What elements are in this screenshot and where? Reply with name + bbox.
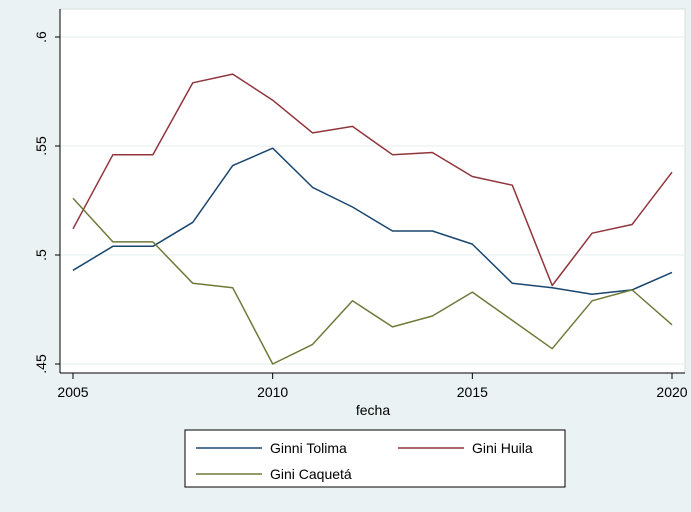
x-tick-label: 2020 xyxy=(656,384,687,400)
legend-box xyxy=(184,429,566,488)
series-line-0 xyxy=(72,147,673,295)
x-tick-label: 2015 xyxy=(457,384,488,400)
y-tick-label: .55 xyxy=(33,136,49,156)
axes: .45 .5 .55 .6 2005 2010 2015 2020 xyxy=(33,9,688,400)
legend-label-1: Gini Huila xyxy=(472,440,533,456)
legend-label-0: Ginni Tolima xyxy=(270,440,347,456)
x-tick-label: 2005 xyxy=(57,384,88,400)
data-series xyxy=(72,73,673,365)
y-tick-label: .5 xyxy=(33,249,49,261)
series-line-1 xyxy=(72,73,673,287)
x-tick-label: 2010 xyxy=(257,384,288,400)
y-tick-label: .6 xyxy=(33,31,49,43)
series-line-2 xyxy=(72,197,673,365)
legend-label-2: Gini Caquetá xyxy=(270,466,352,482)
legend: Ginni Tolima Gini Huila Gini Caquetá xyxy=(184,429,566,488)
plot-area xyxy=(59,8,686,374)
x-axis-label: fecha xyxy=(356,402,390,418)
y-tick-label: .45 xyxy=(33,354,49,374)
